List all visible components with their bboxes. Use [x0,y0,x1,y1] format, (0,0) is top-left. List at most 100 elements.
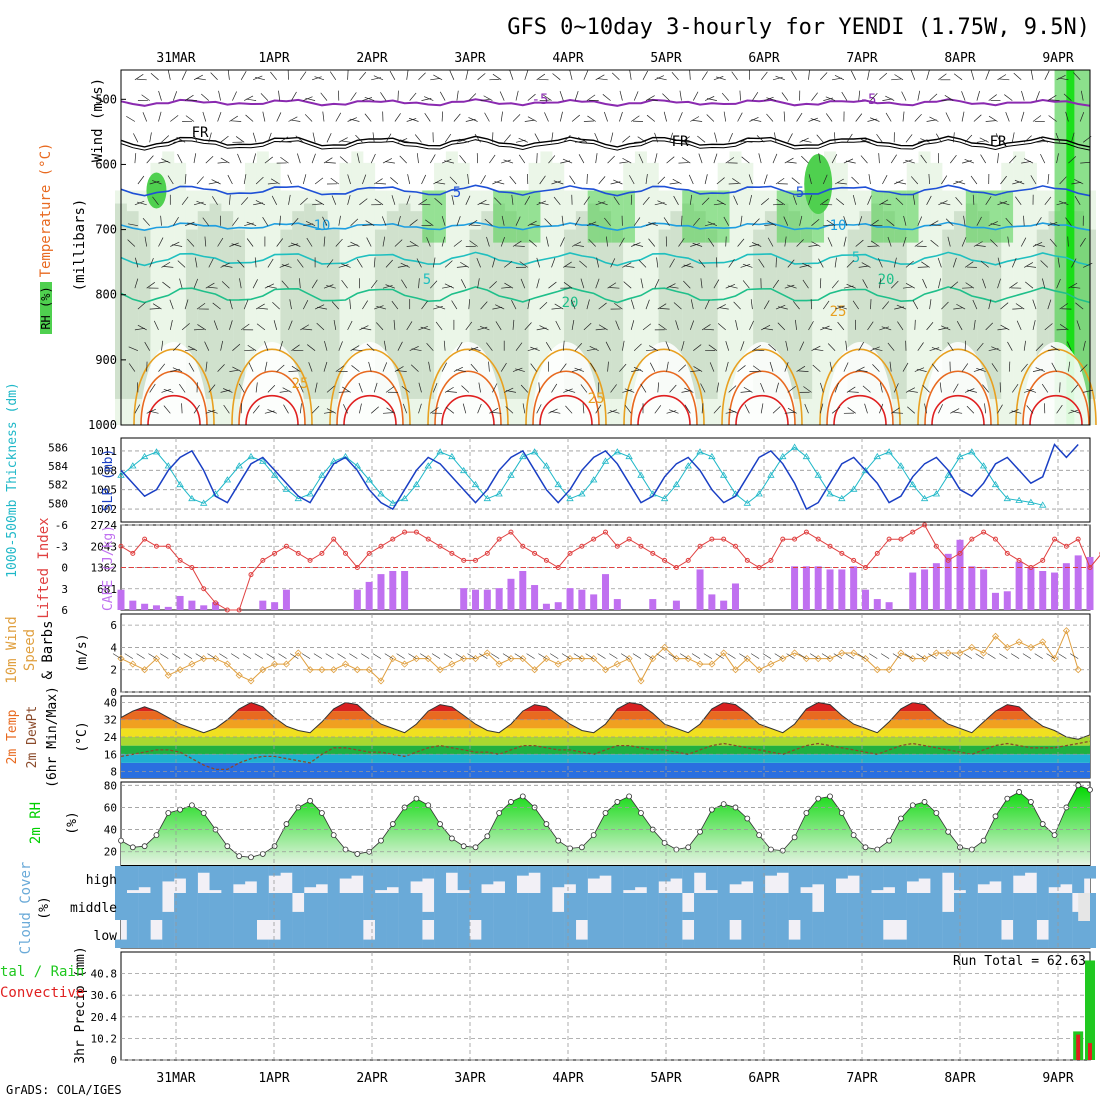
wind-barb [583,196,590,206]
rh-point [472,844,479,851]
wind-barb-shaft [453,240,462,247]
wind-barb-shaft [843,216,848,226]
cloud-low [906,920,919,948]
wind-barb-shaft [127,239,136,247]
wind-barb-shaft [795,319,797,330]
wind-barb [588,222,599,227]
wind-barb-shaft [470,363,478,372]
wind-barb [385,386,395,393]
wind-barb [669,409,679,414]
wind-barb-shaft [408,117,419,122]
wind-barb-shaft [401,279,407,289]
wind-barb [611,72,620,81]
wind-barb-shaft [432,382,438,393]
wind-barb [229,194,231,205]
wind-barb [997,278,1001,289]
cape-ytick-right: 1362 [91,562,118,575]
wind-barb [881,326,892,331]
wind-barb [855,366,865,372]
lifted-index-point [874,550,880,556]
wind-barb-shaft [267,132,272,143]
wind-barb [330,177,340,185]
thickness-point [1038,501,1047,508]
wind-barb [823,300,830,310]
wind-barb [335,365,345,372]
wind-barb-shaft [609,287,620,289]
wind-barb-shaft [362,97,373,101]
cape-bar [188,600,196,610]
wind-barb-shaft [926,70,930,80]
wind-barb [847,407,856,414]
cloud-high [410,866,423,882]
wind-barb [267,258,274,268]
wind-barb-shaft [173,217,179,226]
wind-barb-shaft [907,406,916,414]
wind-barb [1073,72,1081,81]
cloud-middle [410,893,423,920]
wind-barb [999,201,1010,206]
rh-shade-mid [292,211,305,399]
wind-barb-shaft [509,176,517,185]
wind-barb-shaft [162,281,171,289]
thickness-point [270,471,279,478]
wind-barb [869,117,880,122]
wind-barb-shaft [380,92,387,101]
wind-barb-shaft [255,77,265,81]
wind-barb-shaft [955,197,963,206]
wind-barb-shaft [264,283,275,289]
thickness-point [637,471,645,478]
wind-barb [282,387,292,393]
wind-barb [1059,176,1067,185]
wind-barb [255,200,266,206]
wind-barb-shaft [539,325,549,331]
wind-barb-shaft [382,362,388,372]
wind-barb [342,386,351,393]
wind-barb-shaft [645,349,656,352]
wind-barb [658,323,667,331]
temp-band [121,754,1090,763]
dry-dome [140,341,208,425]
wind-barb-shaft [952,257,957,268]
wind-barb [1049,99,1060,101]
wind-barb-shaft [929,116,939,122]
wind-barb-shaft [453,366,464,372]
wind-barb [444,283,455,289]
wind-barb [288,370,299,372]
wind-barb-shaft [672,178,682,185]
wind-barb-shaft [737,112,743,122]
wind-barb [237,259,245,268]
wind-barb-shaft [692,242,703,247]
wind-barb [752,365,762,372]
wind-barb [444,133,452,143]
wind-barb [681,157,691,164]
wind-barb-shaft [290,242,301,247]
wind-barb-shaft [361,327,372,331]
lifted-index-point [177,557,183,563]
rh-shade-mid [481,211,494,399]
cloud-high [575,866,588,893]
wind-barb-shaft [604,217,611,226]
wind-barb-shaft [545,342,552,351]
wind-barb-shaft [1082,340,1086,351]
rh-point [815,795,822,802]
wind-barb [896,181,907,185]
wind-barb-shaft [160,215,162,226]
rh-point [933,810,940,816]
wind-barb-shaft [1047,174,1050,185]
wind-barb-shaft [961,363,969,372]
wind-barb-shaft [781,92,789,101]
wind-barb-shaft [630,320,635,330]
rh-point [118,837,124,844]
wind-barb-shaft [669,182,680,185]
li-ytick-left: 3 [61,583,68,596]
rh-shade-mid [422,229,435,399]
wind-barb-shaft [349,118,360,122]
wind-ytick: 6 [110,619,117,632]
cape-ytick-right: 2043 [91,540,118,553]
wind-barb-shaft [524,119,535,122]
wind-barb [973,368,984,372]
wind-barb-shaft [158,237,164,247]
thickness-point [826,490,834,497]
wind-barb-shaft [633,343,642,351]
wind-barb-shaft [163,266,174,268]
